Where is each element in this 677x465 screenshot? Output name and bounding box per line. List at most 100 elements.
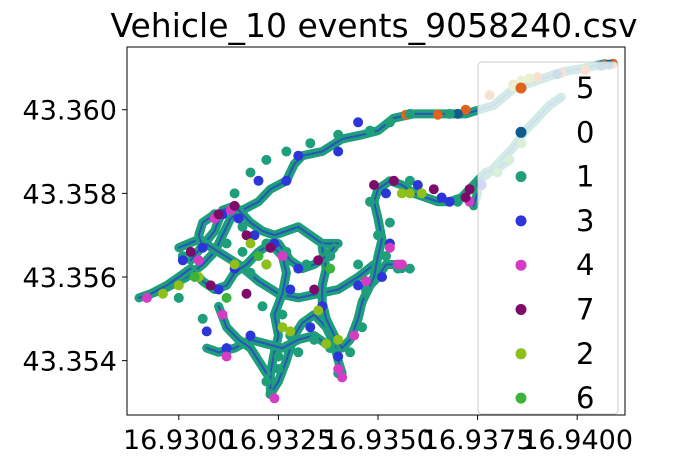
point-series-3-21 [412,180,423,190]
point-series-1-19 [325,251,336,262]
point-series-1-18 [353,259,364,270]
point-series-7-9 [460,192,471,203]
point-series-2-1 [173,280,184,291]
point-series-1-2 [237,246,248,257]
point-series-3-4 [249,230,260,241]
point-series-1-45 [173,292,184,303]
legend-label-5: 5 [576,71,594,105]
point-series-1-40 [384,217,395,228]
legend-label-7: 7 [576,293,594,327]
point-series-1-3 [245,267,256,278]
y-tick-label: 43.356 [23,263,117,294]
point-series-7-0 [185,246,196,257]
point-series-1-28 [281,146,292,157]
point-series-3-1 [197,242,208,253]
point-series-3-11 [201,326,212,337]
legend-label-1: 1 [576,160,594,194]
point-series-1-26 [245,167,256,178]
point-series-1-34 [444,108,455,119]
point-series-1-4 [257,301,268,312]
point-series-7-10 [464,184,475,195]
point-series-1-42 [452,196,463,207]
point-series-1-23 [237,221,248,232]
point-series-3-12 [221,343,232,354]
point-series-1-36 [373,230,383,241]
track-center-5 [217,305,268,375]
point-series-6-1 [221,292,232,303]
point-series-2-10 [333,334,344,345]
x-tick-label: 16.9375 [422,425,534,456]
point-series-1-44 [197,313,208,324]
legend-label-6: 6 [576,381,594,415]
point-series-1-12 [309,334,320,345]
point-series-7-11 [309,284,320,295]
legend: 5 0 1 3 4 7 2 6 [477,61,619,415]
point-series-1-15 [345,347,356,358]
point-series-4-9 [337,372,348,383]
point-series-7-2 [229,200,240,211]
point-series-7-1 [213,209,224,220]
legend-marker-0 [515,126,527,138]
point-series-3-10 [213,284,224,295]
point-series-7-5 [313,255,324,266]
point-series-3-25 [293,150,304,161]
point-series-4-6 [221,351,232,362]
point-series-4-12 [384,242,395,253]
legend-label-3: 3 [576,204,594,238]
x-tick-label: 16.9300 [123,425,235,456]
point-series-3-26 [281,175,292,186]
legend-marker-5 [515,82,527,94]
point-series-3-17 [353,280,364,291]
point-series-4-0 [141,292,152,303]
point-series-3-14 [305,322,316,333]
point-series-3-3 [233,213,244,224]
point-series-2-13 [416,188,427,199]
point-series-3-15 [333,351,344,362]
legend-marker-2 [515,348,527,360]
legend-marker-6 [515,392,527,404]
point-series-3-28 [333,146,344,157]
point-series-3-0 [177,255,188,266]
point-series-1-37 [381,251,391,262]
point-series-2-5 [261,259,272,270]
chart-title: Vehicle_10 events_9058240.csv [110,6,637,45]
point-series-7-13 [205,280,216,291]
point-series-1-10 [273,364,284,374]
point-series-3-23 [444,196,455,207]
point-series-4-1 [193,255,204,266]
points-layer [141,58,618,404]
point-series-1-29 [305,138,316,149]
x-tick-label: 16.9350 [322,425,434,456]
point-series-3-29 [353,117,364,128]
point-series-7-3 [241,230,252,241]
point-series-1-20 [301,259,312,270]
point-series-1-17 [361,284,371,295]
point-series-1-8 [261,376,272,387]
point-series-4-14 [396,259,407,270]
point-series-1-11 [293,347,304,358]
point-series-3-6 [293,263,304,274]
point-series-1-31 [365,125,375,136]
point-series-2-0 [157,288,168,299]
point-series-1-32 [384,117,395,128]
point-series-3-22 [436,192,447,203]
point-series-6-2 [253,251,264,262]
point-series-3-27 [253,175,264,186]
legend-marker-3 [515,215,527,227]
point-series-7-7 [388,175,399,186]
plot-frame [126,46,626,416]
point-series-2-7 [285,326,296,337]
point-series-6-3 [325,263,336,274]
point-series-1-16 [357,322,368,333]
point-series-3-13 [245,330,256,341]
y-tick-label: 43.358 [23,179,117,210]
point-series-5-1 [432,109,443,120]
legend-box [477,61,619,415]
x-tick-label: 16.9325 [223,425,335,456]
legend-marker-7 [515,304,527,315]
point-series-2-3 [229,259,240,270]
point-series-4-5 [217,309,228,320]
point-series-4-7 [269,393,280,404]
